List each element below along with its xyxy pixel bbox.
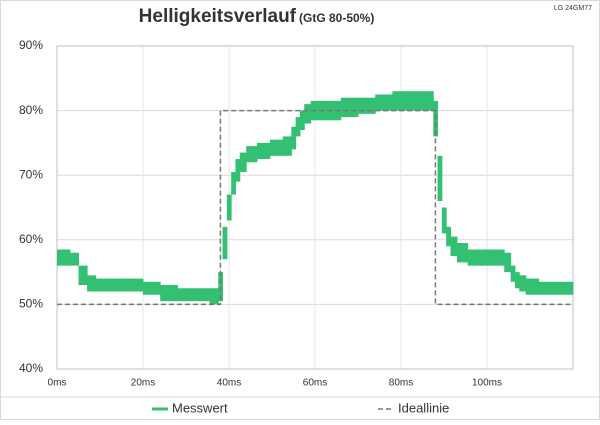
- band-segment: [456, 243, 469, 263]
- legend-label: Ideallinie: [398, 400, 449, 415]
- band-segment: [231, 171, 236, 195]
- band-segment: [69, 252, 79, 266]
- x-tick-label: 60ms: [303, 378, 327, 389]
- band-segment: [291, 126, 297, 150]
- band-segment: [108, 278, 127, 292]
- band-segment: [392, 91, 411, 111]
- band-segment: [504, 252, 512, 273]
- band-segment: [555, 281, 570, 295]
- band-segment: [375, 94, 393, 111]
- band-segment: [446, 226, 451, 247]
- band-segment: [125, 278, 144, 292]
- band-segment: [222, 226, 228, 260]
- band-segment: [226, 194, 232, 221]
- band-segment: [310, 100, 325, 121]
- plot-area: [56, 45, 574, 370]
- band-segment: [525, 278, 540, 295]
- band-segment: [235, 159, 241, 182]
- band-segment: [57, 249, 62, 266]
- band-segment: [514, 272, 520, 289]
- x-tick-label: 0ms: [48, 378, 67, 389]
- band-segment: [538, 281, 557, 295]
- y-tick-label: 80%: [19, 103, 43, 117]
- x-tick-label: 20ms: [131, 378, 155, 389]
- band-segment: [568, 281, 574, 295]
- band-segment: [323, 100, 342, 121]
- band-segment: [437, 155, 443, 202]
- y-tick-label: 50%: [19, 297, 43, 311]
- band-segment: [160, 285, 178, 302]
- annotation: LG 24GM77: [554, 5, 592, 12]
- band-segment: [480, 249, 494, 266]
- x-tick-label: 100ms: [472, 378, 502, 389]
- line: [57, 109, 573, 306]
- x-tick-label: 40ms: [217, 378, 241, 389]
- band-segment: [95, 278, 110, 292]
- band-segment: [282, 136, 292, 156]
- band-segment: [299, 110, 305, 130]
- chart-title: Helligkeitsverlauf: [139, 6, 297, 27]
- band-segment: [61, 249, 71, 266]
- band-segment: [143, 281, 161, 295]
- band-segment: [295, 117, 301, 137]
- band-segment: [209, 288, 219, 305]
- band-segment: [256, 142, 271, 160]
- band-segment: [78, 265, 88, 286]
- band-segment: [493, 249, 505, 266]
- y-tick-label: 90%: [19, 38, 43, 52]
- band-segment: [239, 152, 247, 172]
- band-segment: [409, 91, 426, 111]
- band-segment: [218, 272, 224, 302]
- band-segment: [194, 288, 211, 302]
- y-tick-label: 70%: [19, 167, 43, 181]
- legend-label: Messwert: [172, 400, 228, 415]
- band-segment: [450, 236, 458, 256]
- band-segment: [340, 97, 359, 118]
- band-segment: [467, 249, 482, 266]
- x-tick-label: 80ms: [389, 378, 413, 389]
- band-segment: [87, 275, 97, 292]
- band-segment: [177, 288, 196, 302]
- y-tick-label: 40%: [19, 361, 43, 375]
- band-segment: [424, 91, 434, 111]
- band-segment: [441, 207, 447, 234]
- band-segment: [246, 146, 258, 163]
- band-segment: [519, 275, 527, 292]
- band-segment: [304, 104, 312, 124]
- band-segment: [269, 139, 284, 156]
- y-tick-label: 60%: [19, 232, 43, 246]
- band-segment: [358, 97, 376, 114]
- band-segment: [510, 265, 516, 282]
- chart-subtitle: (GtG 80-50%): [299, 11, 374, 25]
